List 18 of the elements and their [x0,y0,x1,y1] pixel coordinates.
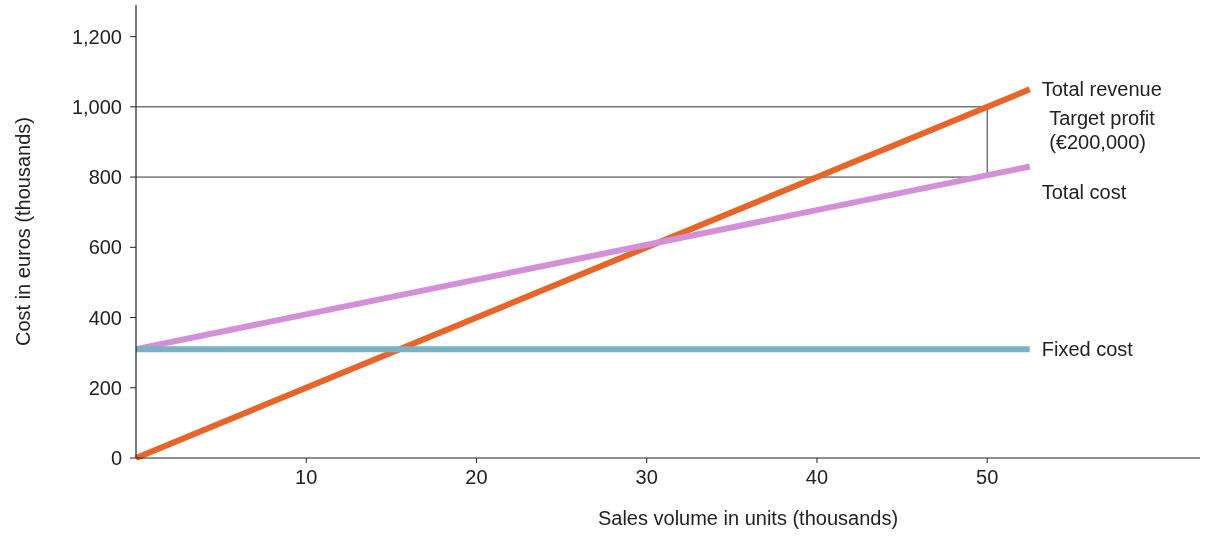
x-tick-label: 10 [295,466,318,488]
y-tick-label: 0 [110,447,122,469]
y-axis-title: Cost in euros (thousands) [12,116,34,347]
x-tick-label: 20 [465,466,488,488]
y-tick-label: 200 [88,376,122,399]
y-tick-label: 1,000 [71,95,122,118]
y-tick-label: 1,200 [71,25,122,48]
series-label: Total cost [1041,180,1127,203]
x-axis-title: Sales volume in units (thousands) [597,507,899,529]
annotation: Target profit (€200,000) [1049,106,1156,153]
x-tick-label: 50 [976,466,999,488]
y-tick-label: 800 [88,166,122,189]
series-label: Fixed cost [1041,338,1134,361]
series-label: Total revenue [1041,78,1162,101]
y-tick-label: 600 [88,236,122,259]
x-tick-label: 30 [635,466,658,488]
y-tick-label: 400 [88,306,122,329]
x-tick-label: 40 [805,466,829,488]
